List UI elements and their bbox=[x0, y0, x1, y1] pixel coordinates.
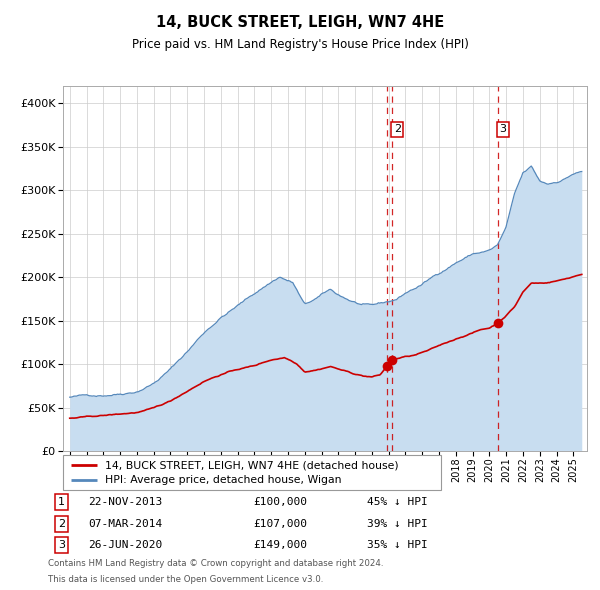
Text: £149,000: £149,000 bbox=[253, 540, 307, 550]
Text: 14, BUCK STREET, LEIGH, WN7 4HE (detached house): 14, BUCK STREET, LEIGH, WN7 4HE (detache… bbox=[104, 460, 398, 470]
Text: 3: 3 bbox=[58, 540, 65, 550]
Text: 22-NOV-2013: 22-NOV-2013 bbox=[89, 497, 163, 507]
Text: 07-MAR-2014: 07-MAR-2014 bbox=[89, 519, 163, 529]
Text: 14, BUCK STREET, LEIGH, WN7 4HE: 14, BUCK STREET, LEIGH, WN7 4HE bbox=[156, 15, 444, 30]
Text: 26-JUN-2020: 26-JUN-2020 bbox=[89, 540, 163, 550]
FancyBboxPatch shape bbox=[63, 455, 441, 490]
Text: This data is licensed under the Open Government Licence v3.0.: This data is licensed under the Open Gov… bbox=[48, 575, 323, 584]
Text: 3: 3 bbox=[500, 124, 506, 134]
Text: Price paid vs. HM Land Registry's House Price Index (HPI): Price paid vs. HM Land Registry's House … bbox=[131, 38, 469, 51]
Text: 2: 2 bbox=[394, 124, 401, 134]
Text: £107,000: £107,000 bbox=[253, 519, 307, 529]
Text: 45% ↓ HPI: 45% ↓ HPI bbox=[367, 497, 427, 507]
Text: 2: 2 bbox=[58, 519, 65, 529]
Text: 35% ↓ HPI: 35% ↓ HPI bbox=[367, 540, 427, 550]
Text: HPI: Average price, detached house, Wigan: HPI: Average price, detached house, Wiga… bbox=[104, 475, 341, 485]
Text: Contains HM Land Registry data © Crown copyright and database right 2024.: Contains HM Land Registry data © Crown c… bbox=[48, 559, 383, 568]
Text: 39% ↓ HPI: 39% ↓ HPI bbox=[367, 519, 427, 529]
Text: £100,000: £100,000 bbox=[253, 497, 307, 507]
Text: 1: 1 bbox=[58, 497, 65, 507]
